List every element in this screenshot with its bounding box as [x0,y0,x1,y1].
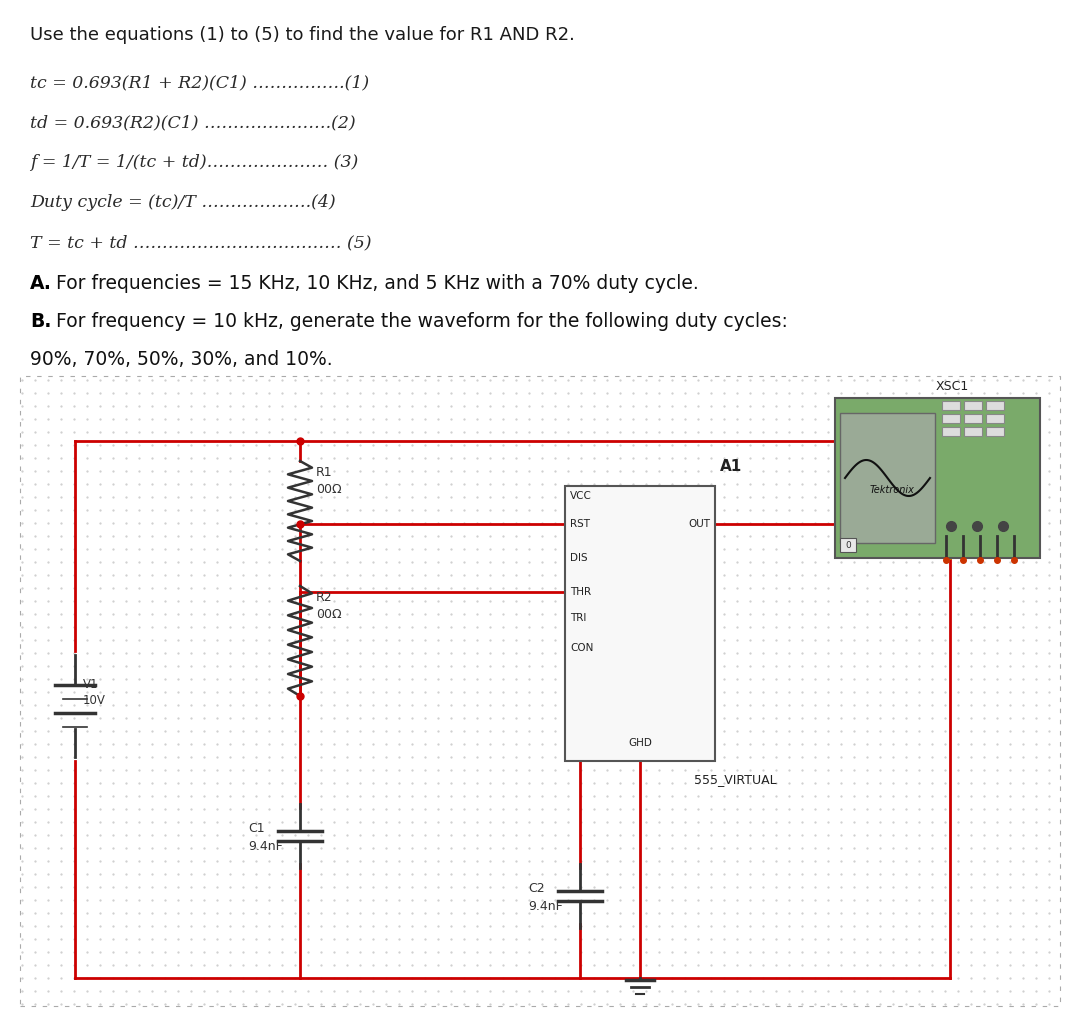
Bar [986,401,1003,410]
Text: RST: RST [570,519,590,529]
Text: f = 1/T = 1/(tc + td)………………… (3): f = 1/T = 1/(tc + td)………………… (3) [30,154,358,171]
Text: 555_VIRTUAL: 555_VIRTUAL [694,773,776,786]
Text: A.: A. [30,274,52,293]
Text: For frequency = 10 kHz, generate the waveform for the following duty cycles:: For frequency = 10 kHz, generate the wav… [56,312,788,330]
Text: 0: 0 [845,541,851,549]
Text: 9.4nF: 9.4nF [248,839,283,853]
Text: B.: B. [30,312,52,330]
Text: VCC: VCC [570,491,592,501]
Text: R1: R1 [316,466,332,479]
Text: GHD: GHD [628,738,652,748]
Text: 00Ω: 00Ω [316,608,342,621]
Bar [942,427,960,436]
Bar [839,413,935,543]
Bar [964,414,982,423]
Text: 9.4nF: 9.4nF [528,899,563,913]
Text: THR: THR [570,587,591,597]
Text: C1: C1 [248,822,264,835]
Bar [986,427,1003,436]
Text: C2: C2 [528,882,545,894]
Bar [964,401,982,410]
Bar [986,414,1003,423]
Text: DIS: DIS [570,553,588,563]
Text: 00Ω: 00Ω [316,483,342,496]
Text: td = 0.693(R2)(C1) ………………….(2): td = 0.693(R2)(C1) ………………….(2) [30,114,356,131]
Bar [942,414,960,423]
Text: For frequencies = 15 KHz, 10 KHz, and 5 KHz with a 70% duty cycle.: For frequencies = 15 KHz, 10 KHz, and 5 … [56,274,699,293]
Text: OUT: OUT [688,519,710,529]
Text: 10V: 10V [83,694,106,708]
Text: R2: R2 [316,591,332,604]
Bar [964,427,982,436]
Text: Duty cycle = (tc)/T ……………….(4): Duty cycle = (tc)/T ……………….(4) [30,194,336,211]
Text: TRI: TRI [570,613,586,623]
Text: Use the equations (1) to (5) to find the value for R1 AND R2.: Use the equations (1) to (5) to find the… [30,26,575,44]
Text: V1: V1 [83,678,98,691]
Bar [21,376,1060,1006]
Text: CON: CON [570,643,593,653]
Text: Tektronix: Tektronix [870,485,915,495]
Text: T = tc + td ……………………………… (5): T = tc + td ……………………………… (5) [30,234,371,251]
Bar [565,486,715,761]
Text: A1: A1 [720,459,742,474]
Bar [942,401,960,410]
Bar [835,398,1040,558]
Text: 90%, 70%, 50%, 30%, and 10%.: 90%, 70%, 50%, 30%, and 10%. [30,350,332,369]
Bar [839,538,856,552]
Text: XSC1: XSC1 [935,380,969,393]
Text: tc = 0.693(R1 + R2)(C1) …………….(1): tc = 0.693(R1 + R2)(C1) …………….(1) [30,74,369,91]
